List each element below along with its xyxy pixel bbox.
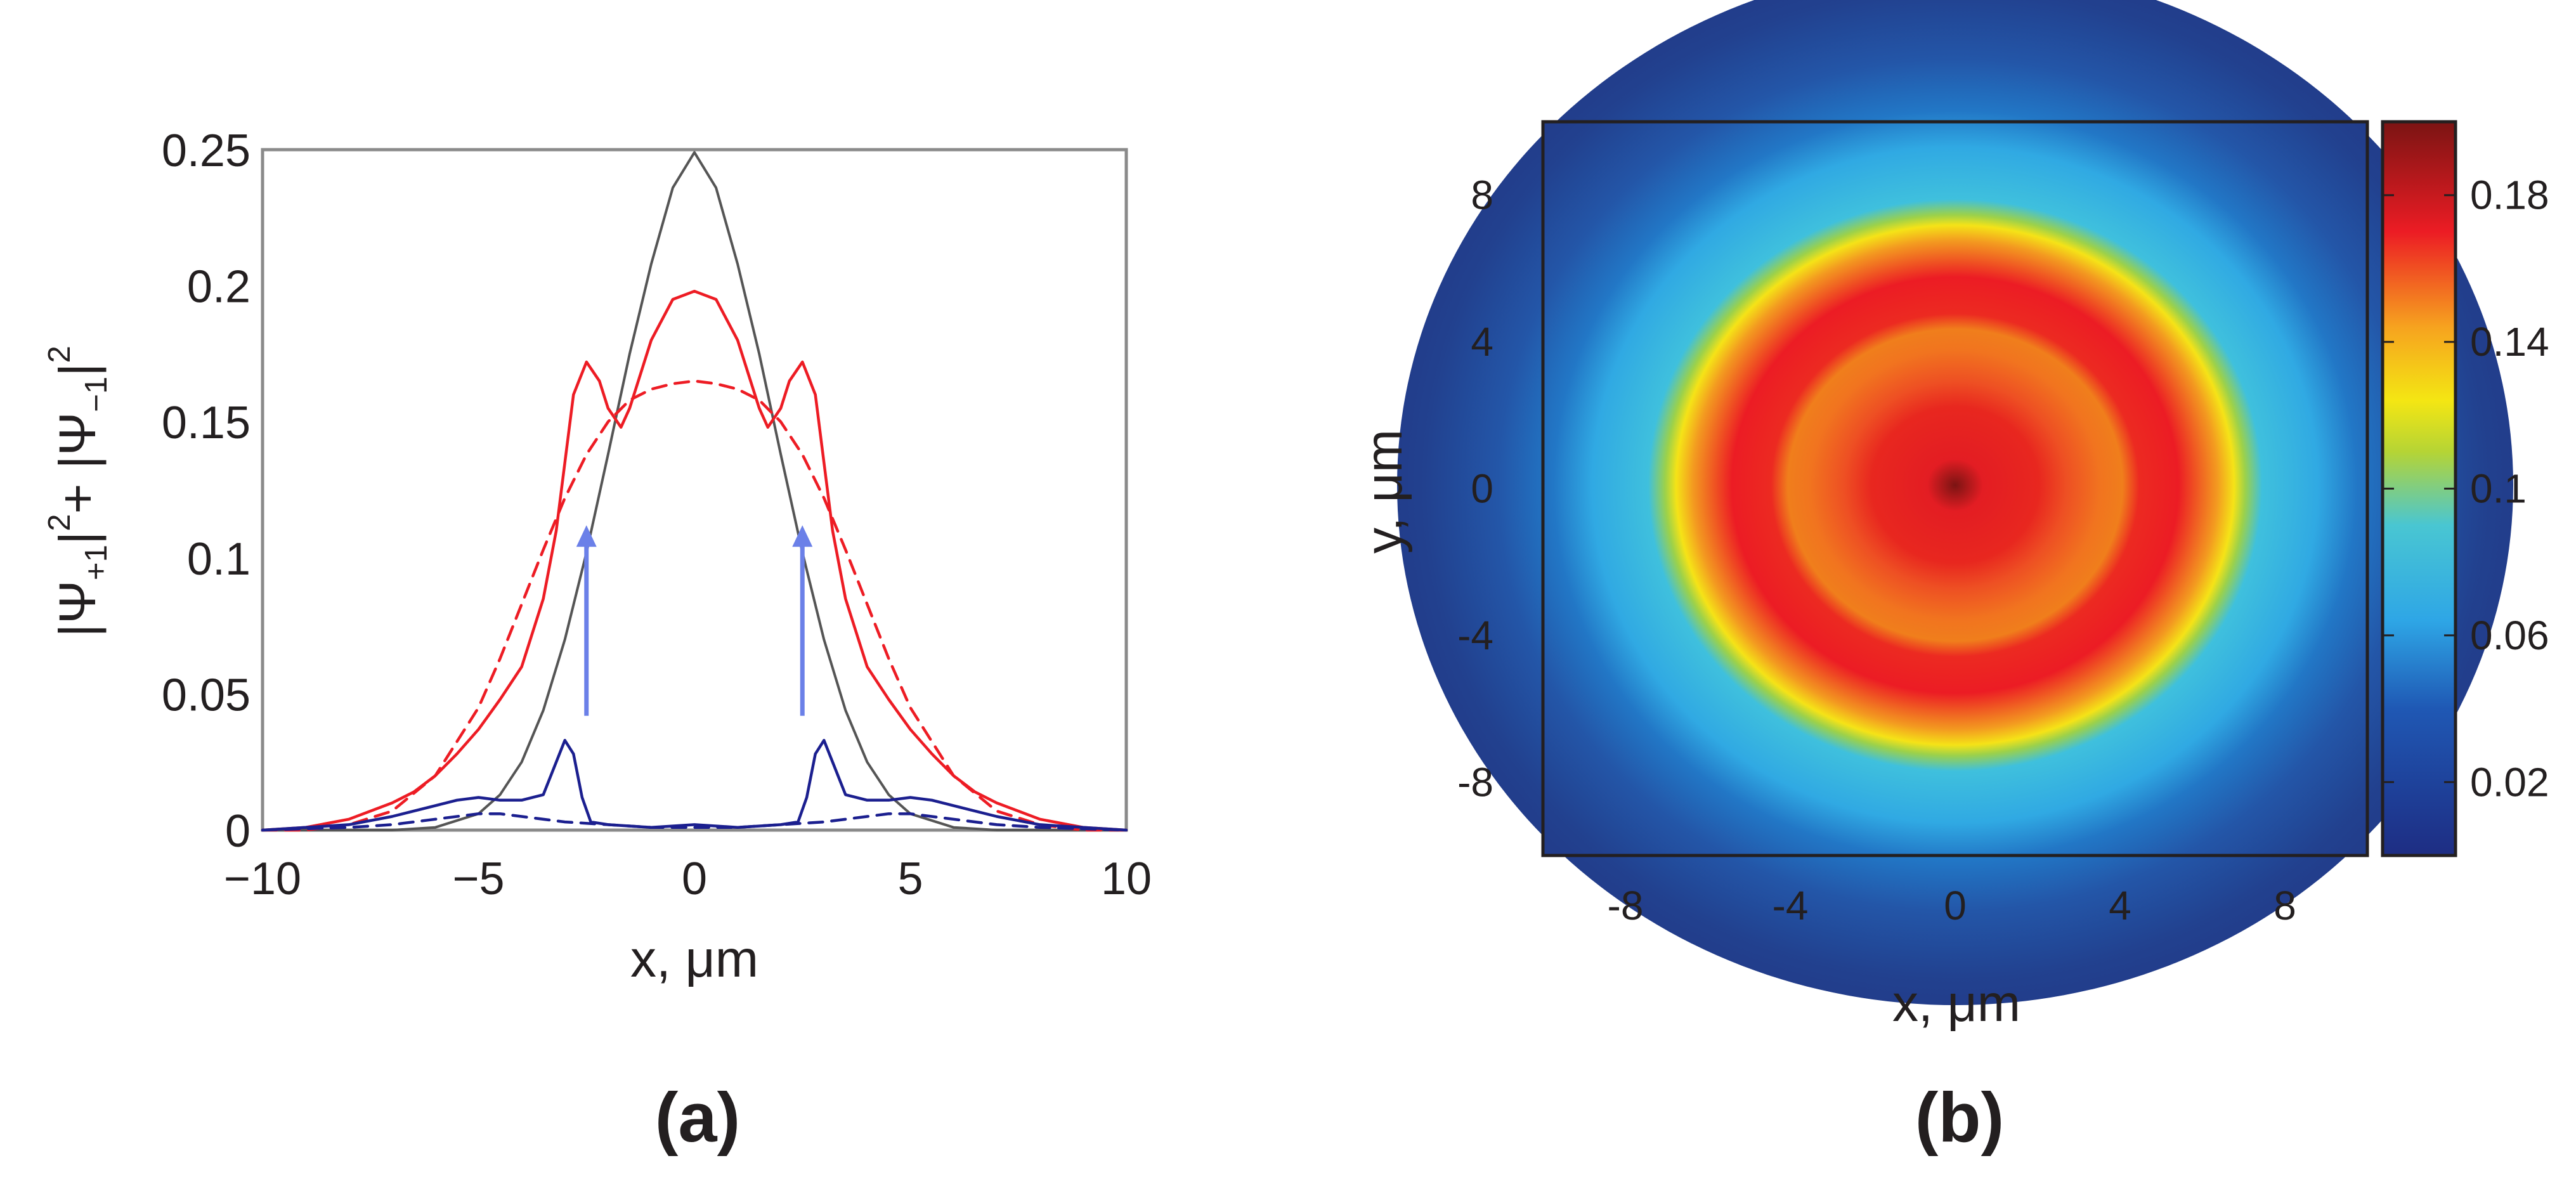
panel-b-x-axis-label: x, μm [1892, 975, 2020, 1032]
annotation-arrow-head-0 [576, 525, 597, 547]
panel-a-y-ticks: 0 0.05 0.1 0.15 0.2 0.25 [162, 126, 250, 857]
x-tick-label: 10 [1101, 854, 1152, 904]
panel-b-y-axis-label: y, μm [1355, 429, 1413, 554]
y-tick-label: 0.2 [187, 262, 250, 313]
series-line-1 [261, 289, 1128, 832]
panel-a-series-group [261, 151, 1128, 832]
x-tick-label: 0 [1944, 883, 1967, 928]
series-line-2 [261, 379, 1128, 832]
series-line-3 [261, 739, 1128, 832]
x-tick-label: -4 [1773, 883, 1809, 928]
panel-a-line-chart: −10 −5 0 5 10 0 0.05 0.1 0.15 0.2 0.25 x, μm |Ψ+1… [42, 126, 1152, 1157]
x-tick-label: 4 [2109, 883, 2131, 928]
panel-a-x-axis-label: x, μm [630, 930, 758, 988]
panel-a-arrows-group [576, 525, 813, 716]
series-line-4 [261, 812, 1128, 832]
y-tick-label: 0.05 [162, 670, 250, 720]
y-tick-label: -8 [1457, 759, 1493, 805]
y-tick-label: 0.1 [187, 534, 250, 585]
x-tick-label: 8 [2274, 883, 2296, 928]
x-tick-label: 5 [897, 854, 923, 904]
panel-b-x-ticks: -8 -4 0 4 8 [1608, 883, 2296, 928]
x-tick-label: 0 [682, 854, 707, 904]
panel-b-y-ticks: 8 4 0 -4 -8 [1457, 172, 1493, 805]
panel-b-label: (b) [1915, 1079, 2004, 1157]
colorbar-ticks: 0.02 0.06 0.1 0.14 0.18 [2383, 172, 2549, 805]
x-tick-label: −10 [224, 854, 301, 904]
colorbar-tick-label: 0.06 [2470, 613, 2549, 658]
x-tick-label: -8 [1608, 883, 1644, 928]
colorbar-tick-label: 0.1 [2470, 466, 2527, 512]
colorbar-tick-label: 0.18 [2470, 172, 2549, 218]
heatmap-intensity-field [1397, 0, 2513, 1005]
y-tick-label: 0.15 [162, 398, 250, 448]
x-tick-label: −5 [452, 854, 504, 904]
panel-a-x-ticks: −10 −5 0 5 10 [224, 854, 1152, 904]
y-tick-label: 0.25 [162, 126, 250, 176]
panel-a-label: (a) [655, 1079, 740, 1157]
annotation-arrow-head-1 [792, 525, 813, 547]
y-tick-label: -4 [1457, 613, 1493, 658]
heatmap-frame [1541, 120, 2369, 857]
colorbar-tick-label: 0.14 [2470, 319, 2549, 365]
y-tick-label: 4 [1471, 319, 1493, 365]
y-tick-label: 0 [225, 806, 250, 857]
y-tick-label: 0 [1471, 466, 1493, 512]
series-line-0 [261, 151, 1128, 831]
panel-a-plot-frame [261, 148, 1128, 832]
panel-a-y-axis-label: |Ψ+1|2+ |Ψ−1|2 [42, 346, 114, 637]
y-tick-label: 8 [1471, 172, 1493, 218]
colorbar-tick-label: 0.02 [2470, 759, 2549, 805]
